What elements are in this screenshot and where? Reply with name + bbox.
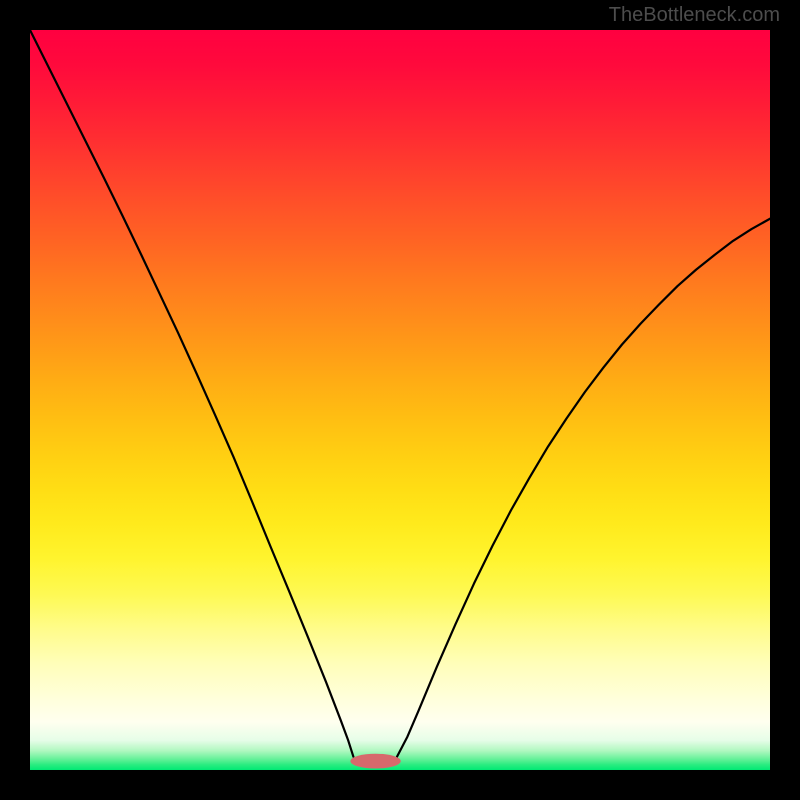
gradient-background bbox=[30, 30, 770, 770]
watermark-text: TheBottleneck.com bbox=[609, 4, 780, 27]
bottleneck-chart bbox=[0, 0, 800, 800]
optimum-marker bbox=[350, 754, 400, 769]
